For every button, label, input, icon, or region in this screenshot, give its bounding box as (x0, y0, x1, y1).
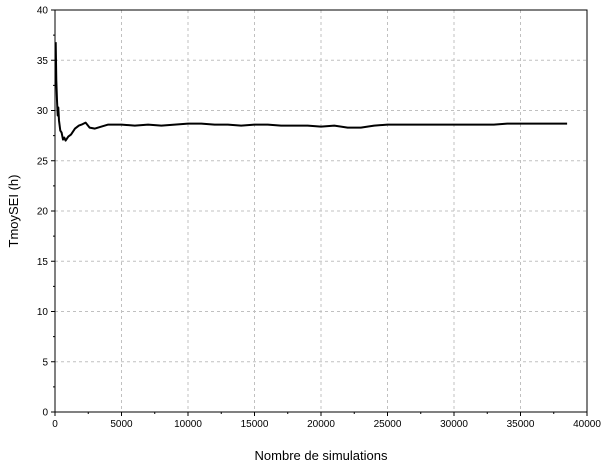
x-tick-label: 20000 (307, 419, 335, 430)
axis-ticks: 0 5000 10000 15000 20000 25000 30000 35000 40000… (37, 6, 601, 431)
x-axis-title: Nombre de simulations (255, 448, 388, 463)
y-tick-label: 25 (37, 156, 49, 167)
y-tick-label: 40 (37, 6, 49, 17)
x-tick-label: 10000 (174, 419, 202, 430)
x-tick-label: 30000 (440, 419, 468, 430)
y-tick-label: 30 (37, 106, 49, 117)
y-tick-label: 0 (42, 408, 48, 419)
x-tick-label: 15000 (241, 419, 269, 430)
y-tick-label: 15 (37, 257, 49, 268)
series-layer (54, 42, 568, 142)
x-tick-label: 5000 (110, 419, 133, 430)
x-tick-label: 0 (52, 419, 58, 430)
y-tick-label: 20 (37, 207, 49, 218)
series-line (54, 42, 568, 142)
y-tick-label: 10 (37, 307, 49, 318)
grid (55, 10, 587, 412)
y-axis-title: TmoySEI (h) (6, 175, 21, 248)
y-tick-label: 35 (37, 56, 49, 67)
x-tick-label: 25000 (374, 419, 402, 430)
x-tick-label: 35000 (507, 419, 535, 430)
x-tick-label: 40000 (573, 419, 601, 430)
y-tick-label: 5 (42, 357, 48, 368)
